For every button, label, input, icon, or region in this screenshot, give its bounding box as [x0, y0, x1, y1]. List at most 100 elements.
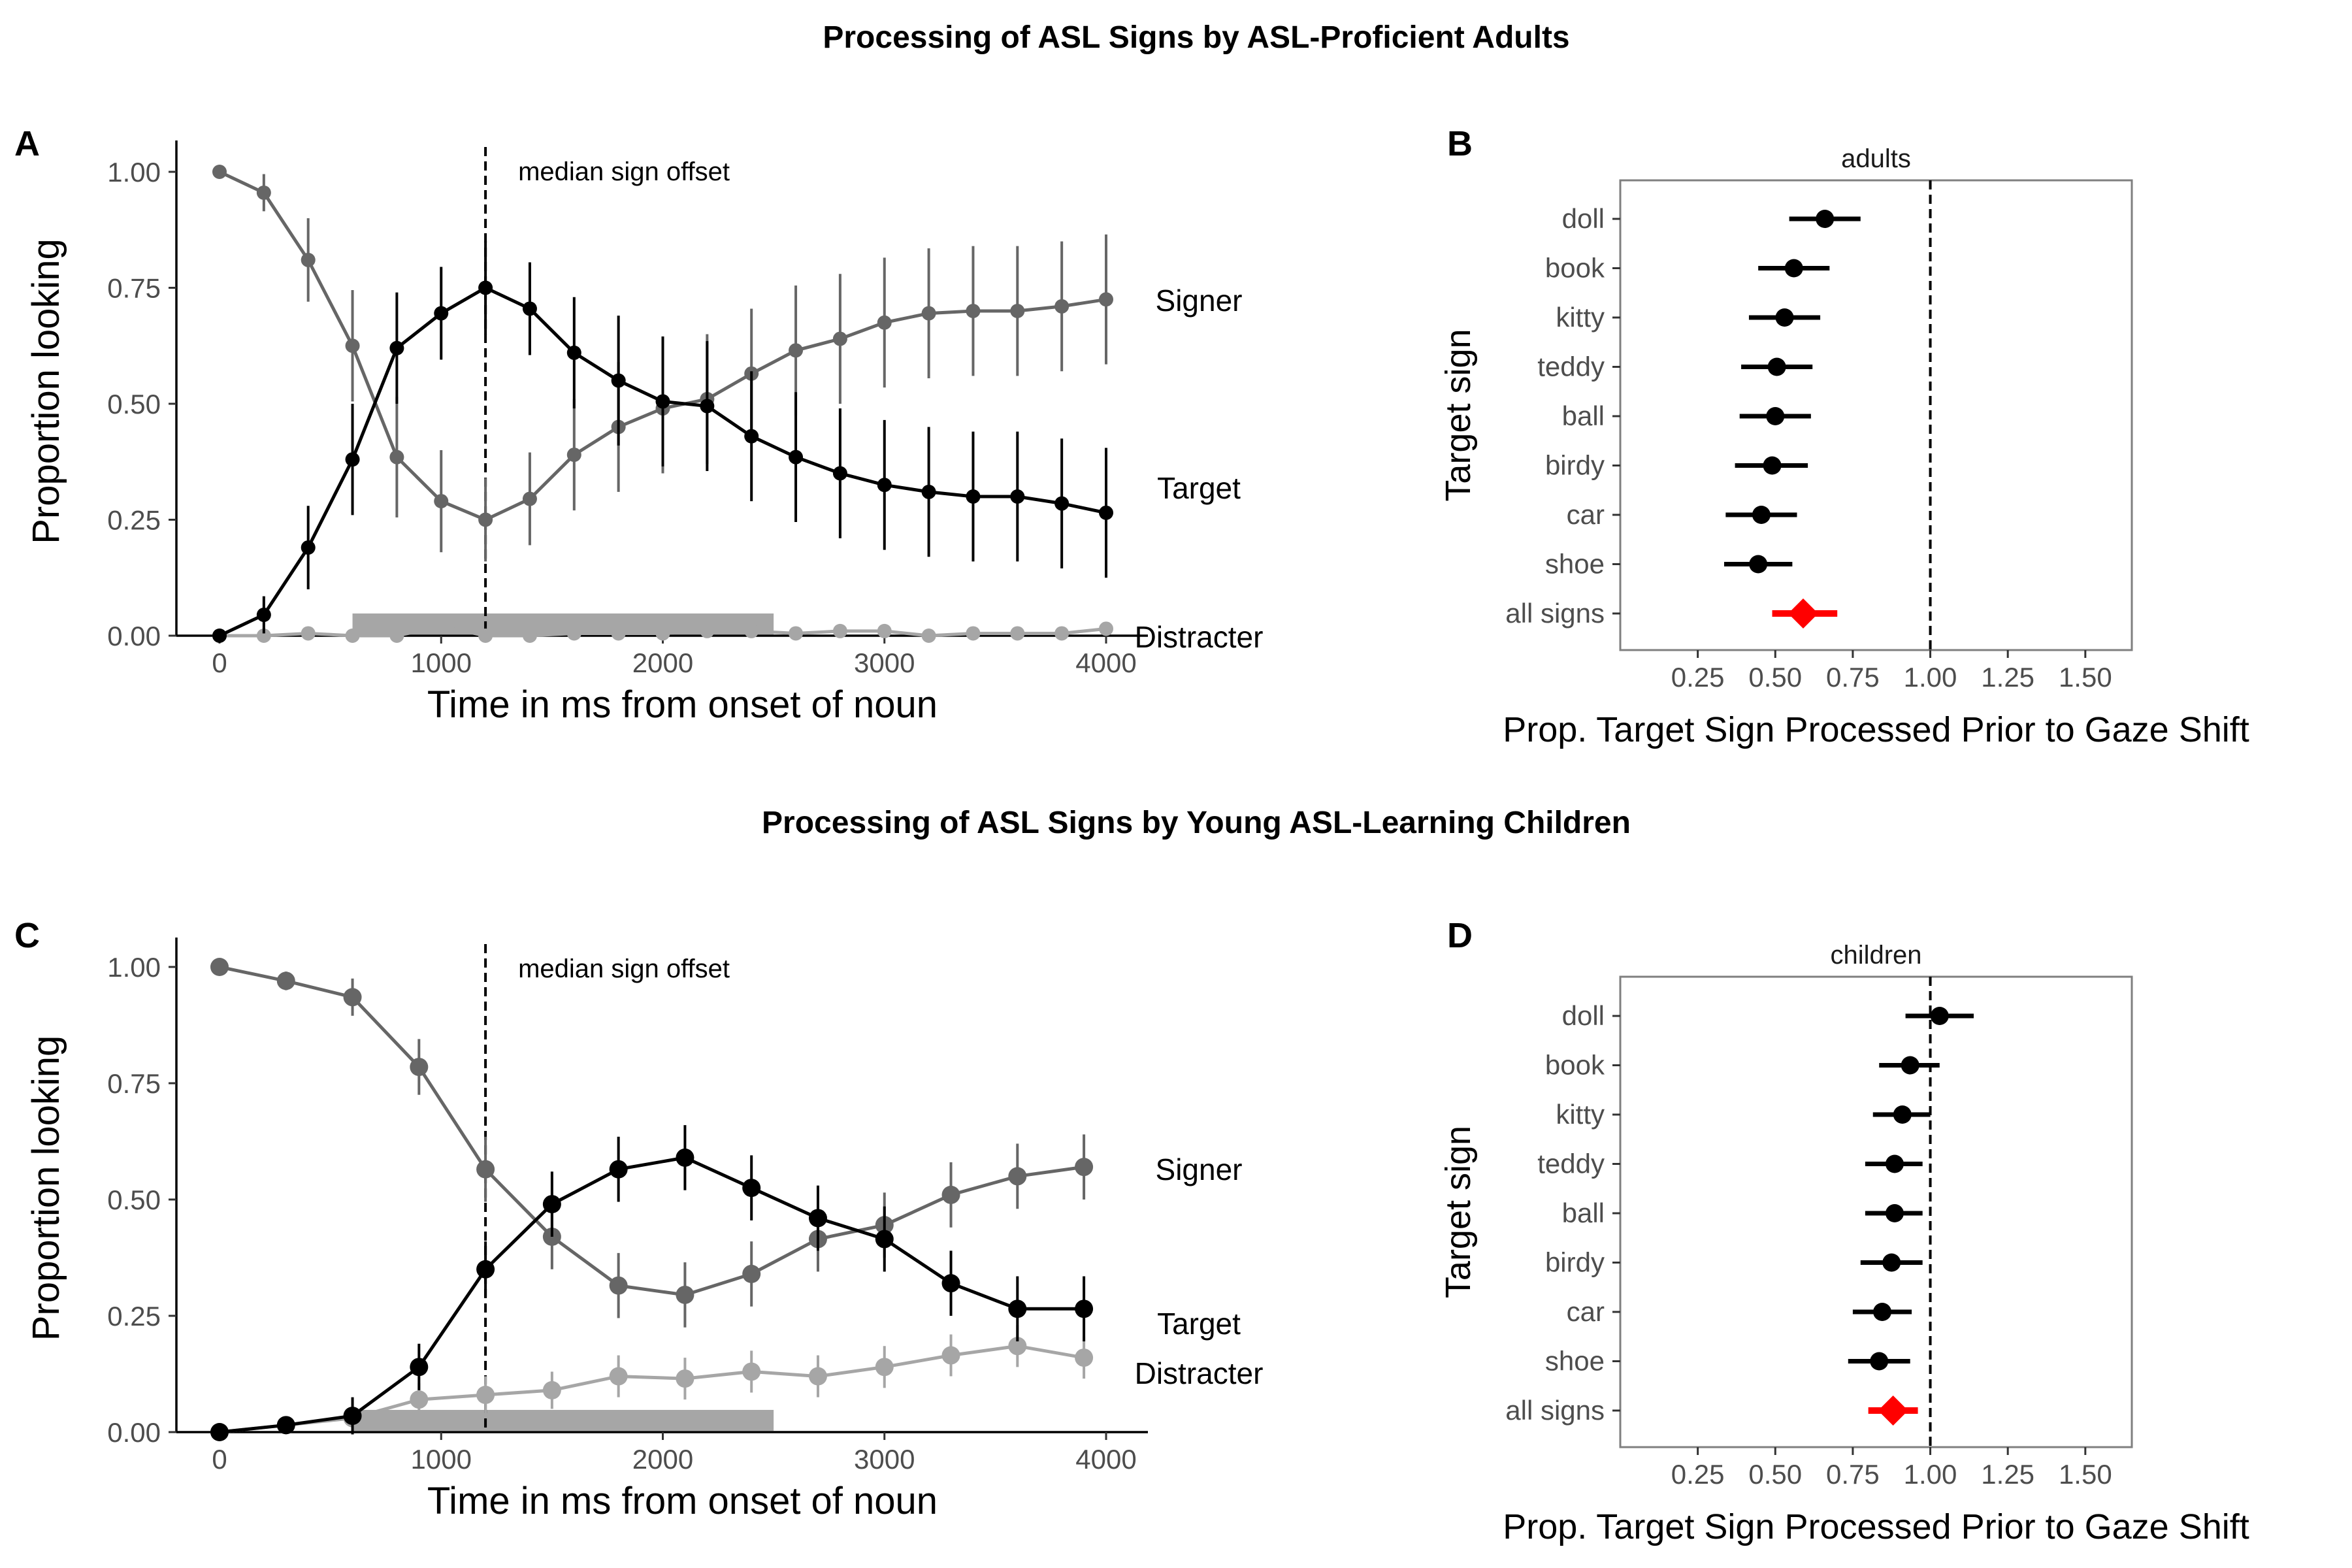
series-label-target: Target [1157, 471, 1241, 505]
data-point [276, 972, 295, 990]
facet-strip-label: adults [1841, 144, 1911, 173]
category-label: all signs [1505, 598, 1605, 629]
x-tick-label: 4000 [1075, 1444, 1136, 1475]
x-axis-title: Time in ms from onset of noun [427, 1480, 938, 1522]
x-tick-label: 0.50 [1748, 1459, 1802, 1490]
data-point [345, 338, 360, 353]
data-point [434, 306, 449, 321]
category-label: ball [1562, 1198, 1605, 1228]
series-line [219, 1344, 1085, 1434]
data-point [609, 1160, 628, 1179]
data-point [343, 988, 362, 1007]
sign-estimate-point [1752, 506, 1771, 524]
data-point [941, 1346, 960, 1365]
data-point [1010, 626, 1025, 641]
data-point [1054, 299, 1070, 314]
y-tick-label: 0.75 [107, 1068, 161, 1099]
sign-estimate-point [1882, 1253, 1901, 1272]
series-label-signer: Signer [1156, 1152, 1243, 1186]
data-point [877, 478, 892, 493]
data-point [875, 1230, 894, 1249]
series-label-distracter: Distracter [1135, 1356, 1264, 1390]
data-point [1010, 304, 1025, 318]
series-signer [210, 958, 1094, 1328]
series-target [212, 241, 1113, 643]
sign-estimate-point [1930, 1007, 1949, 1025]
data-point [345, 452, 360, 467]
panel-letter: C [14, 916, 40, 955]
data-point [742, 1264, 761, 1283]
data-point [256, 629, 271, 643]
sign-estimate-point [1872, 1303, 1891, 1321]
x-tick-label: 0 [212, 647, 227, 678]
data-point [1054, 626, 1070, 641]
y-tick-label: 1.00 [107, 157, 161, 188]
x-tick-label: 0.75 [1826, 1459, 1880, 1490]
series-label-distracter: Distracter [1135, 620, 1264, 654]
data-point [1010, 489, 1025, 504]
data-point [301, 252, 316, 267]
sign-estimate-point [1816, 210, 1835, 228]
data-point [609, 1367, 628, 1386]
x-tick-label: 1.50 [2059, 1459, 2112, 1490]
data-point [256, 185, 271, 200]
panel-letter: D [1447, 916, 1473, 955]
data-point [410, 1390, 429, 1409]
category-label: shoe [1545, 549, 1605, 580]
data-point [389, 629, 404, 643]
series-line [219, 965, 1085, 1297]
data-point [744, 429, 759, 444]
x-axis-title: Prop. Target Sign Processed Prior to Gaz… [1503, 1507, 2249, 1546]
data-point [276, 1416, 295, 1435]
sign-window-band [352, 1410, 774, 1431]
data-point [389, 340, 404, 355]
data-point [742, 1179, 761, 1198]
data-point [434, 619, 449, 634]
y-axis-title: Target sign [1439, 1126, 1478, 1298]
data-point [478, 280, 493, 295]
data-point [476, 1160, 495, 1179]
data-point [522, 629, 537, 643]
sign-estimate-point [1749, 555, 1768, 574]
x-tick-label: 1.00 [1904, 662, 1957, 693]
data-point [1075, 1348, 1094, 1367]
sign-estimate-point [1901, 1056, 1919, 1075]
data-point [877, 623, 892, 638]
data-point [966, 304, 981, 318]
sign-estimate-point [1893, 1105, 1912, 1124]
x-tick-label: 2000 [632, 647, 693, 678]
data-point [941, 1274, 960, 1293]
data-point [1008, 1337, 1027, 1356]
x-tick-label: 3000 [854, 647, 915, 678]
data-point [522, 301, 537, 316]
data-point [389, 449, 404, 465]
data-point [832, 466, 847, 481]
data-point [476, 1260, 495, 1279]
series-label-target: Target [1157, 1307, 1241, 1341]
sign-estimate-point [1885, 1154, 1904, 1173]
sign-estimate-point [1885, 1204, 1904, 1222]
x-tick-label: 0.25 [1671, 662, 1725, 693]
median-sign-offset-label: median sign offset [518, 955, 730, 983]
series-target [210, 1125, 1094, 1441]
sign-estimate-point [1766, 407, 1785, 425]
category-label: book [1545, 253, 1605, 284]
data-point [921, 629, 936, 643]
data-point [966, 626, 981, 641]
data-point [789, 626, 804, 641]
x-tick-label: 1.25 [1981, 1459, 2034, 1490]
data-point [676, 1148, 694, 1167]
data-point [1099, 505, 1113, 520]
y-axis-title: Target sign [1439, 329, 1478, 501]
x-tick-label: 2000 [632, 1444, 693, 1475]
data-point [345, 629, 360, 643]
data-point [1099, 292, 1113, 307]
y-tick-label: 0.00 [107, 621, 161, 651]
data-point [566, 626, 581, 641]
data-point [832, 331, 847, 346]
data-point [256, 608, 271, 623]
data-point [301, 626, 316, 641]
x-tick-label: 0 [212, 1444, 227, 1475]
data-point [655, 394, 670, 409]
